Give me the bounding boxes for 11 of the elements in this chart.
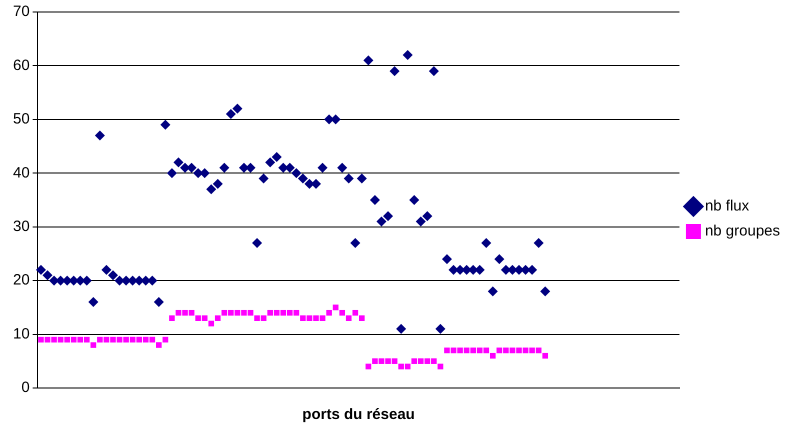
y-tick-label: 60 (12, 56, 30, 74)
x-axis-title: ports du réseau (302, 406, 415, 424)
y-tick-label: 30 (12, 218, 30, 235)
y-tick-label: 20 (12, 272, 30, 289)
y-tick-label: 70 (12, 3, 30, 20)
y-tick-label: 50 (12, 110, 30, 128)
y-tick-label: 0 (21, 379, 30, 396)
y-tick-label: 40 (12, 164, 30, 182)
legend-label: nb groupes (704, 222, 780, 240)
y-tick-label: 10 (12, 325, 30, 342)
legend-label: nb flux (704, 198, 750, 215)
